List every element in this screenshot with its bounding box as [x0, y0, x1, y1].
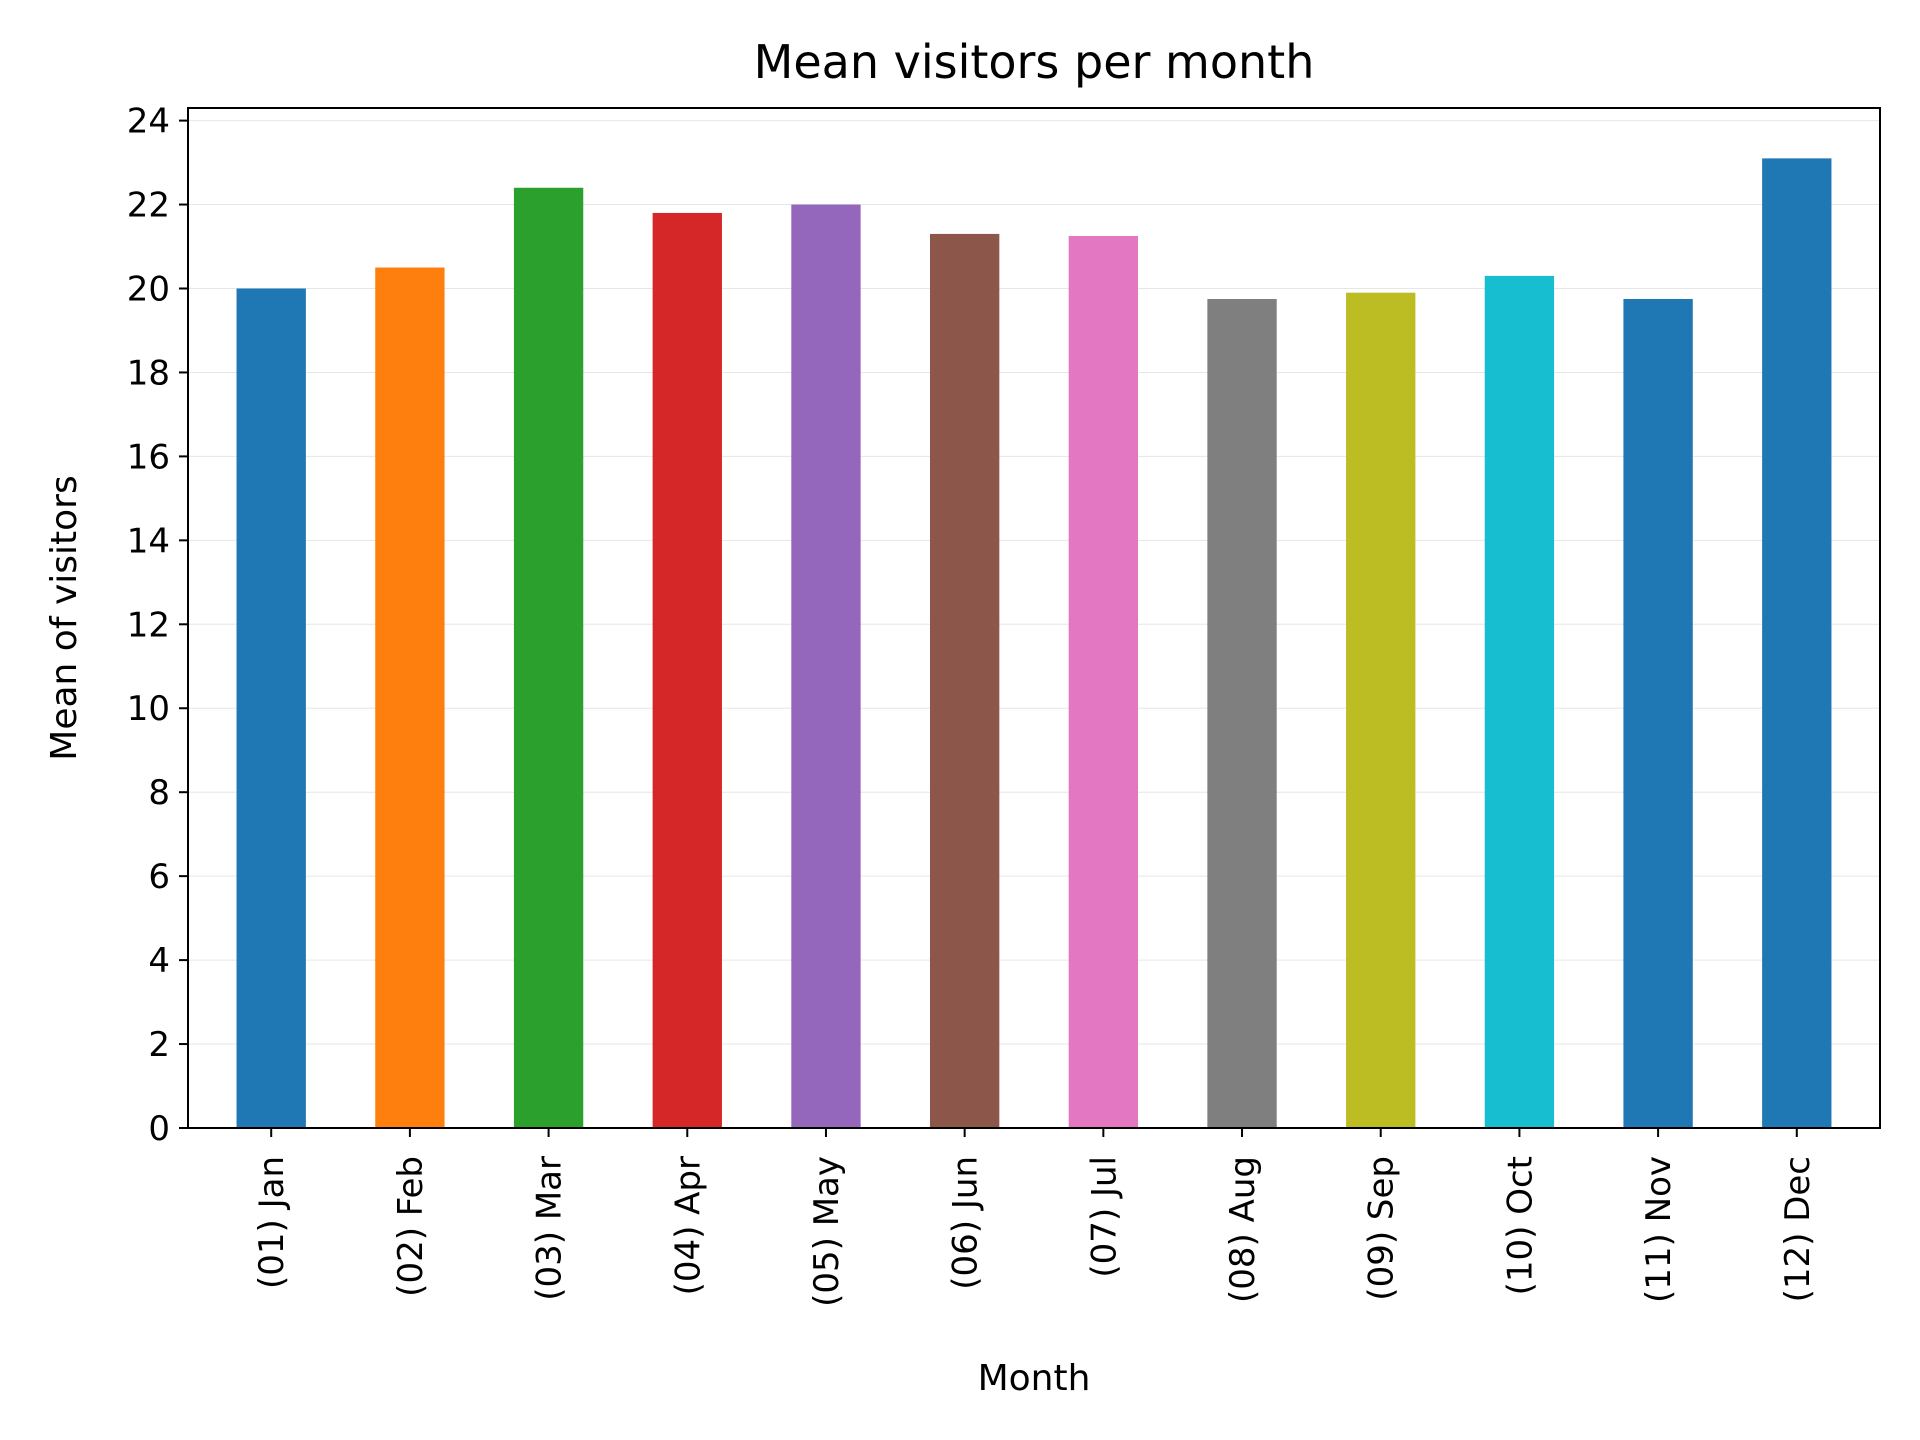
x-tick-label: (12) Dec: [1778, 1156, 1818, 1302]
bar: [1623, 298, 1693, 1128]
bar: [1484, 275, 1555, 1128]
y-tick-label: 10: [127, 689, 170, 729]
x-axis: (01) Jan (02) Feb (03) Mar (04) Apr (05) May…: [252, 1128, 1818, 1307]
x-tick-label: (10) Oct: [1500, 1156, 1540, 1295]
y-tick-label: 2: [148, 1025, 170, 1065]
x-tick-label: (07) Jul: [1084, 1156, 1124, 1278]
bar: [1762, 158, 1832, 1129]
y-tick-label: 24: [127, 102, 170, 142]
x-tick-label: (03) Mar: [530, 1156, 570, 1301]
bar: [652, 212, 722, 1128]
gridlines: [188, 120, 1880, 1129]
y-tick-label: 18: [127, 353, 170, 393]
x-tick-label: (04) Apr: [668, 1156, 708, 1295]
y-tick-label: 14: [127, 521, 170, 561]
plot-frame: [187, 107, 1881, 1129]
y-axis-label: Mean of visitors: [44, 475, 85, 760]
bar: [1346, 292, 1416, 1128]
y-tick-label: 0: [148, 1109, 170, 1149]
x-tick-label: (06) Jun: [946, 1156, 986, 1290]
y-tick-label: 12: [127, 605, 170, 645]
y-tick-label: 16: [127, 437, 170, 477]
bar: [513, 187, 584, 1129]
x-tick-label: (05) May: [807, 1156, 847, 1307]
bar: [929, 233, 1000, 1129]
bar: [791, 204, 861, 1128]
x-tick-label: (09) Sep: [1362, 1156, 1402, 1301]
bar: [1068, 236, 1139, 1129]
y-tick-label: 22: [127, 186, 170, 226]
chart-title: Mean visitors per month: [754, 35, 1315, 89]
x-tick-label: (08) Aug: [1223, 1156, 1263, 1303]
bar: [236, 288, 306, 1128]
bar: [375, 267, 445, 1128]
y-tick-label: 4: [148, 941, 170, 981]
y-tick-label: 20: [127, 269, 170, 309]
y-tick-label: 8: [148, 773, 170, 813]
bar: [1207, 298, 1277, 1128]
bars: [236, 158, 1832, 1129]
x-tick-label: (02) Feb: [391, 1156, 431, 1297]
x-axis-label: Month: [978, 1358, 1091, 1399]
y-tick-label: 6: [148, 857, 170, 897]
x-tick-label: (11) Nov: [1639, 1156, 1679, 1303]
x-tick-label: (01) Jan: [252, 1156, 292, 1289]
